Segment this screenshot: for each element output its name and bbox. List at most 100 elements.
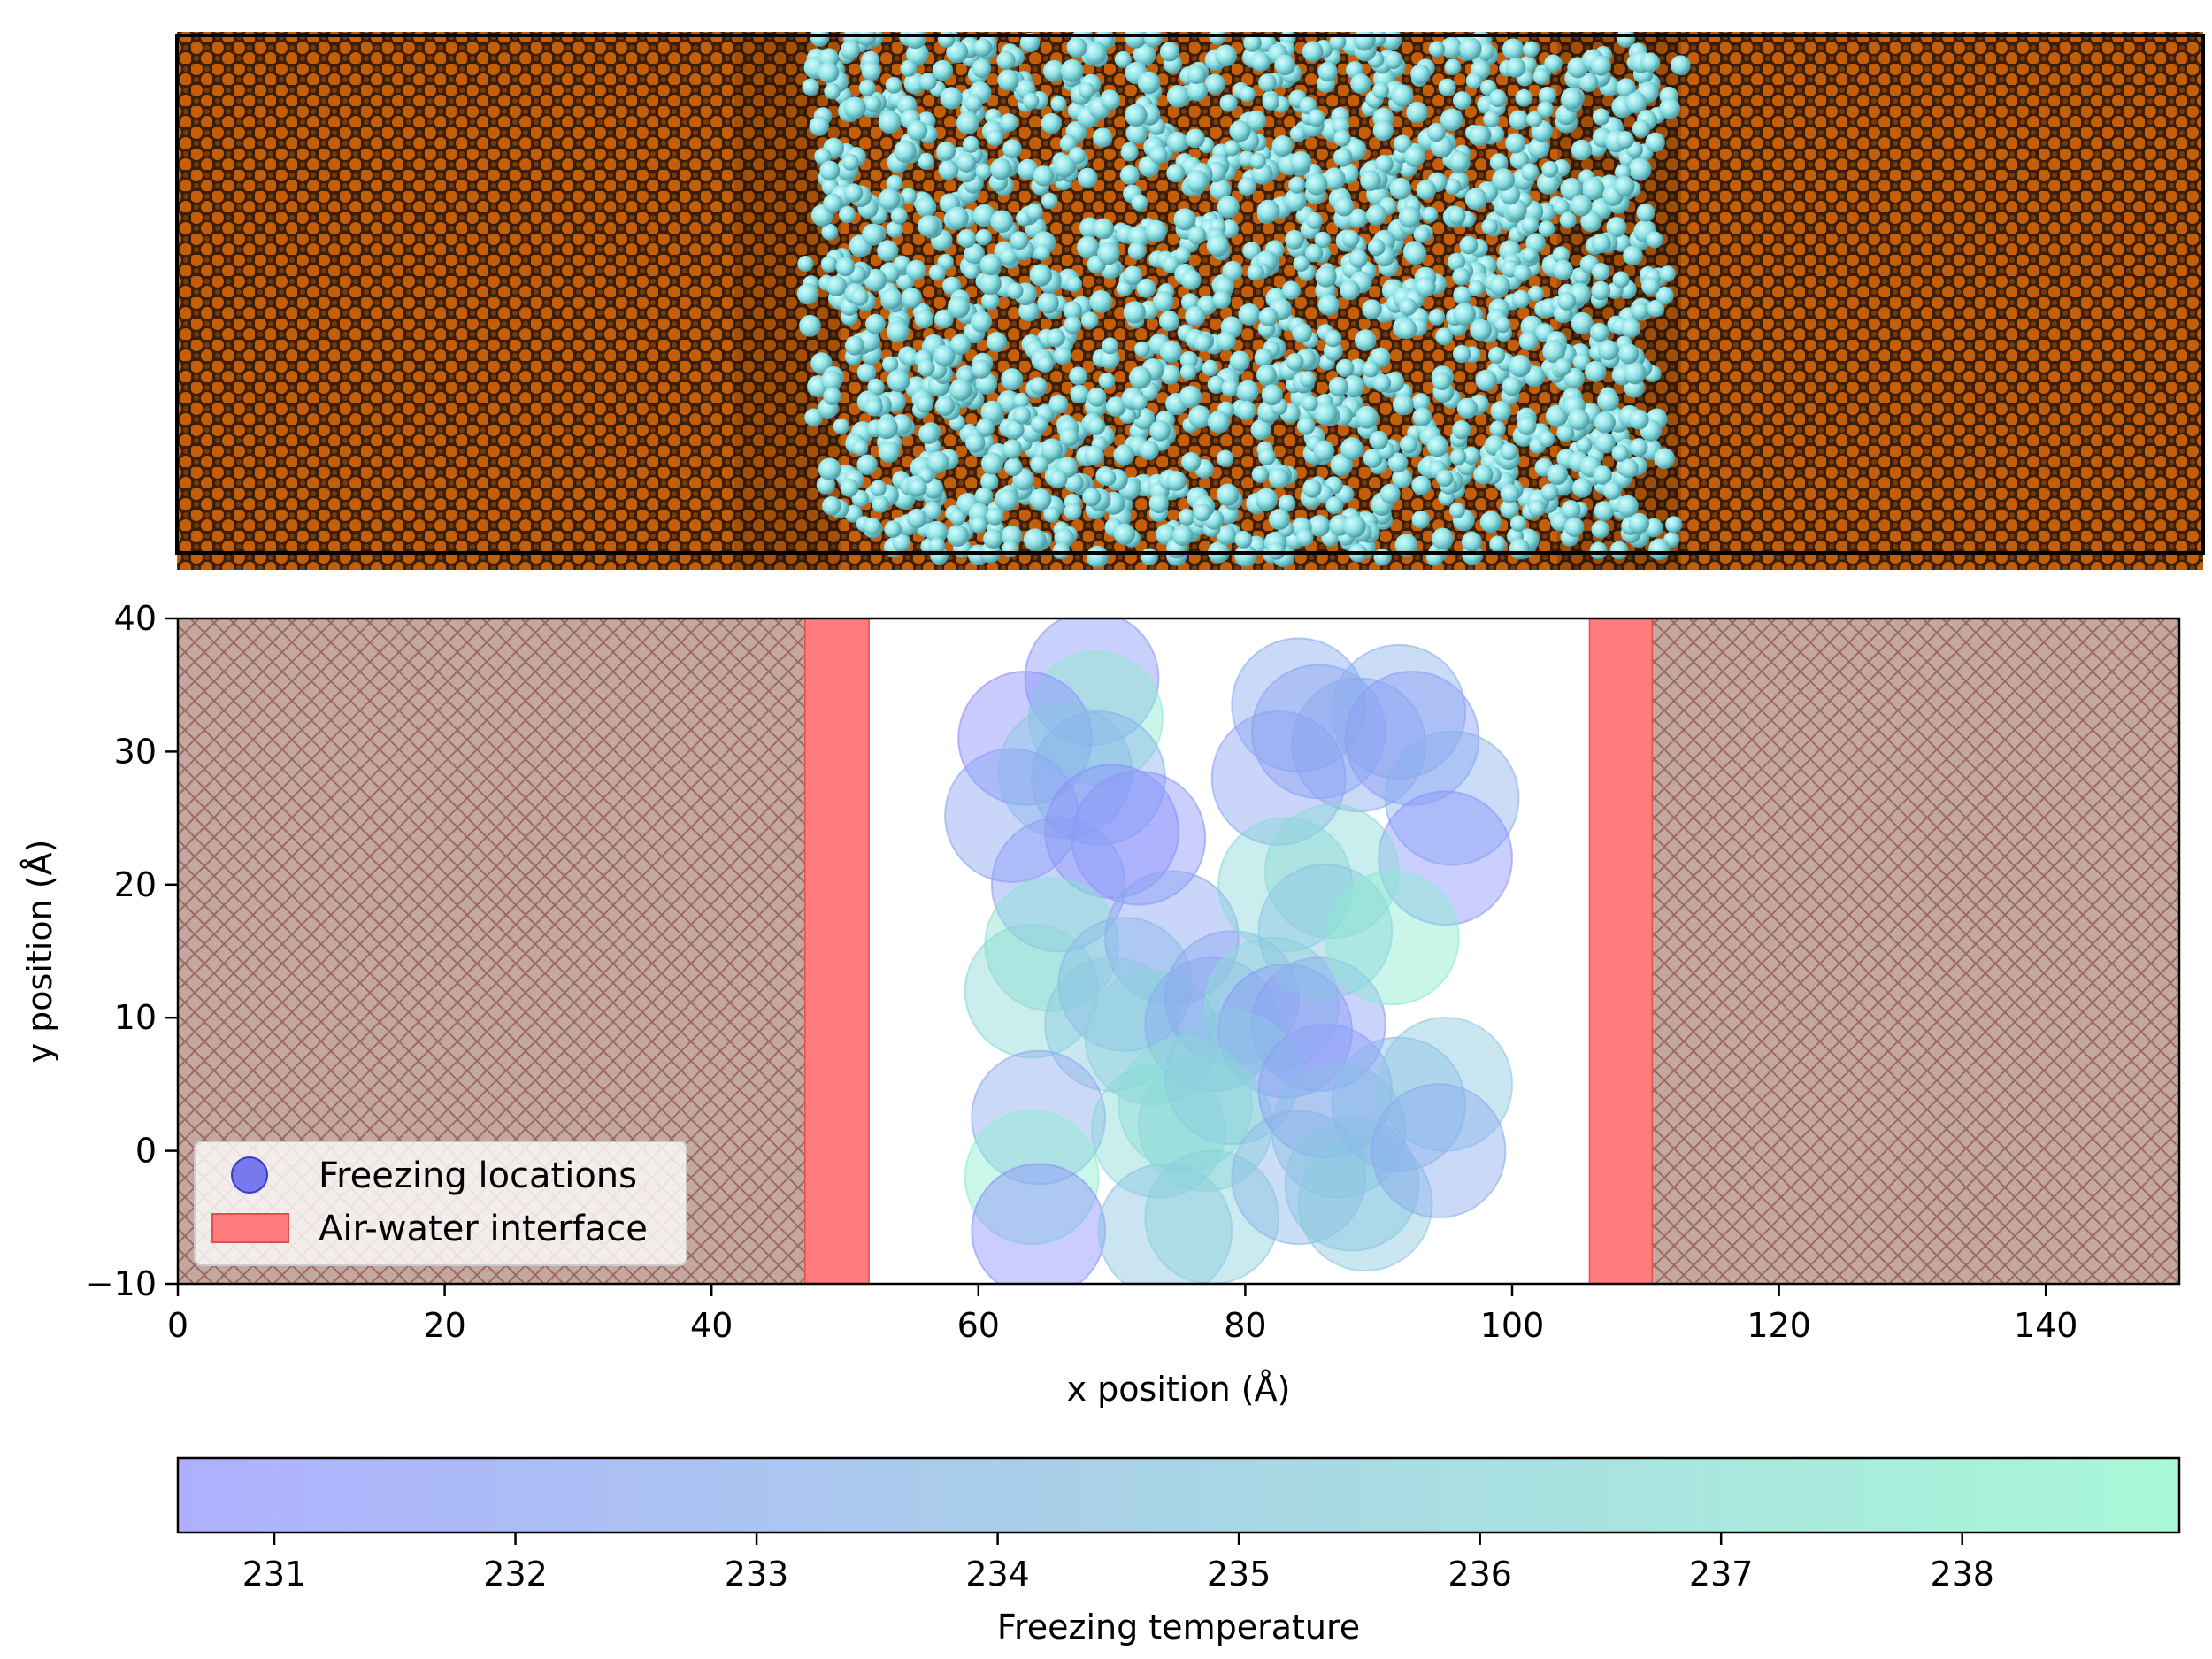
water-molecule xyxy=(1080,311,1099,329)
water-molecule xyxy=(1325,330,1342,348)
water-molecule xyxy=(1325,496,1344,515)
water-molecule xyxy=(865,313,886,334)
water-molecule xyxy=(926,450,949,474)
water-molecule xyxy=(1256,365,1277,386)
water-molecule xyxy=(820,370,842,392)
water-molecule xyxy=(1448,502,1465,518)
water-molecule xyxy=(956,152,977,173)
water-molecule xyxy=(1623,245,1643,266)
water-molecule xyxy=(841,153,859,171)
water-molecule xyxy=(1360,170,1381,191)
freezing-location-point-5 xyxy=(944,748,1079,883)
water-molecule xyxy=(878,111,902,134)
water-molecule xyxy=(1077,167,1098,188)
water-molecule xyxy=(1521,163,1540,181)
water-molecule xyxy=(1127,226,1150,248)
water-molecule xyxy=(1486,125,1505,143)
water-molecule xyxy=(894,140,917,163)
water-molecule xyxy=(1268,508,1291,530)
colorbar-tick-label: 238 xyxy=(1930,1555,1994,1594)
water-molecule xyxy=(1373,548,1392,566)
water-molecule xyxy=(907,120,928,142)
water-molecule xyxy=(1131,394,1148,411)
water-molecule xyxy=(1561,500,1581,520)
water-molecule xyxy=(809,116,830,136)
water-molecule xyxy=(1542,340,1566,363)
water-molecule xyxy=(1233,544,1257,567)
colorbar-tick-label: 234 xyxy=(965,1555,1030,1594)
water-molecule xyxy=(1617,495,1639,518)
water-molecule xyxy=(1526,111,1543,127)
water-molecule xyxy=(1302,41,1324,63)
water-molecule xyxy=(1411,475,1432,495)
water-molecule xyxy=(1153,290,1174,312)
water-molecule xyxy=(1063,301,1082,320)
water-molecule xyxy=(1372,81,1390,99)
water-molecule xyxy=(1328,376,1348,397)
water-molecule xyxy=(1313,440,1335,462)
snapshot-border xyxy=(175,34,2205,555)
water-molecule xyxy=(1159,42,1180,62)
freezing-location-point-11 xyxy=(964,923,1100,1059)
water-molecule xyxy=(1036,355,1055,373)
freezing-location-point-44 xyxy=(1284,1116,1420,1252)
water-molecule xyxy=(902,349,919,366)
water-molecule xyxy=(1452,267,1471,286)
water-molecule xyxy=(850,288,869,306)
water-molecule xyxy=(1353,32,1376,51)
water-molecule xyxy=(1077,235,1100,259)
water-molecule xyxy=(1392,468,1413,489)
water-molecule xyxy=(1547,464,1569,486)
water-molecule xyxy=(1239,86,1256,103)
water-molecule xyxy=(1479,511,1502,534)
freezing-location-point-6 xyxy=(1044,764,1179,900)
colorbar-tick-label: 237 xyxy=(1689,1555,1754,1594)
water-molecule xyxy=(1628,157,1652,181)
water-molecule xyxy=(979,253,1002,276)
water-molecule xyxy=(1541,160,1559,178)
water-molecule xyxy=(877,240,899,262)
water-molecule xyxy=(814,148,832,165)
water-molecule xyxy=(970,516,987,534)
water-molecule xyxy=(822,495,841,516)
water-molecule xyxy=(1099,348,1120,370)
water-molecule xyxy=(1398,206,1421,228)
water-molecule xyxy=(1143,32,1164,48)
water-molecule xyxy=(1412,407,1432,427)
water-molecule xyxy=(1029,488,1052,511)
water-molecule xyxy=(1166,131,1188,153)
colorbar-tick-label: 236 xyxy=(1448,1555,1512,1594)
water-molecule xyxy=(900,188,918,204)
freezing-location-point-32 xyxy=(971,1049,1107,1186)
water-molecule xyxy=(1372,373,1392,393)
freezing-location-point-36 xyxy=(1118,1036,1253,1172)
water-molecule xyxy=(1557,291,1577,311)
colorbar-label: Freezing temperature xyxy=(997,1608,1360,1647)
water-molecule xyxy=(1041,192,1058,210)
water-molecule xyxy=(1246,110,1267,131)
water-molecule xyxy=(1571,478,1593,498)
water-molecule xyxy=(1348,358,1367,377)
water-molecule xyxy=(949,334,972,356)
water-molecule xyxy=(1314,403,1338,426)
air-water-interface-band-1 xyxy=(1588,618,1654,1284)
freezing-location-point-24 xyxy=(1344,670,1480,806)
water-molecule xyxy=(862,223,885,246)
water-molecule xyxy=(1538,220,1555,238)
water-molecule xyxy=(1159,340,1182,363)
water-molecule xyxy=(1010,231,1029,250)
water-molecule xyxy=(1489,420,1506,437)
water-molecule xyxy=(892,533,911,552)
legend-label-interface: Air-water interface xyxy=(319,1209,648,1249)
water-molecule xyxy=(949,509,966,526)
water-molecule xyxy=(1452,420,1471,440)
water-molecule xyxy=(1113,523,1136,545)
water-molecule xyxy=(1292,322,1313,343)
water-molecule xyxy=(1379,483,1401,504)
water-molecule xyxy=(1087,387,1107,407)
water-molecule xyxy=(956,111,979,135)
water-molecule xyxy=(1247,264,1264,281)
water-molecule xyxy=(1538,86,1556,104)
colorbar-tick-label: 232 xyxy=(483,1555,548,1594)
water-molecule xyxy=(1314,231,1332,249)
